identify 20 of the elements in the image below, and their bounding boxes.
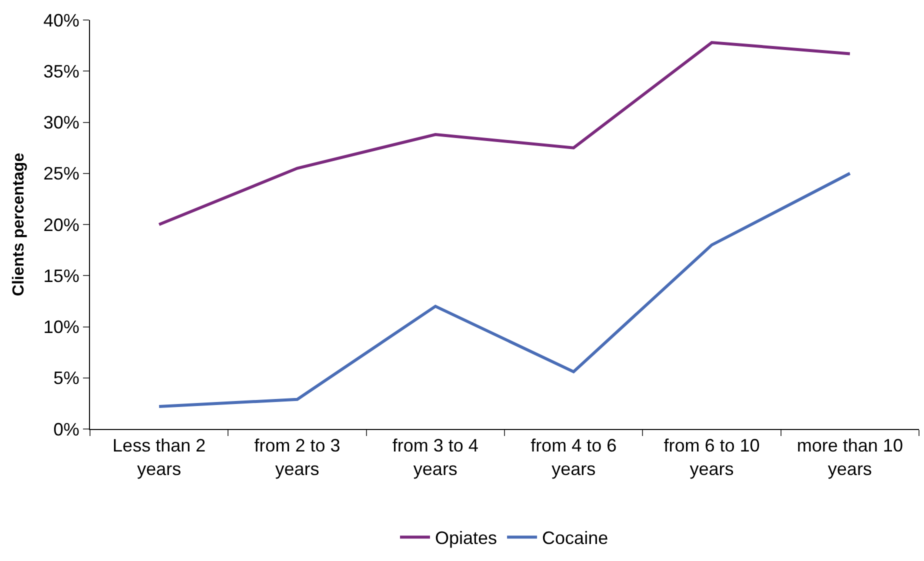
y-tick-label: 20% — [43, 214, 80, 235]
legend-label: Cocaine — [542, 528, 608, 548]
x-tick-label: from 6 to 10 years — [664, 436, 760, 479]
x-tick-label: from 3 to 4 years — [392, 436, 478, 479]
y-axis-title: Clients percentage — [10, 152, 28, 296]
y-tick-label: 10% — [43, 317, 80, 338]
x-tick-label: from 2 to 3 years — [254, 436, 340, 479]
x-tick-label: more than 10 years — [796, 436, 903, 479]
y-tick-label: 5% — [53, 368, 80, 388]
x-tick-label: from 4 to 6 years — [530, 436, 617, 479]
line-series — [158, 172, 852, 408]
y-tick-label: 25% — [43, 164, 80, 184]
y-tick-label: 0% — [53, 419, 80, 440]
y-tick-label: 40% — [43, 10, 80, 30]
y-tick-label: 30% — [43, 112, 80, 133]
legend-label: Opiates — [435, 528, 498, 548]
x-tick-label: Less than 2 years — [112, 436, 206, 479]
y-tick-label: 35% — [43, 61, 80, 82]
y-tick-label: 15% — [43, 266, 80, 286]
line-series — [158, 41, 852, 226]
